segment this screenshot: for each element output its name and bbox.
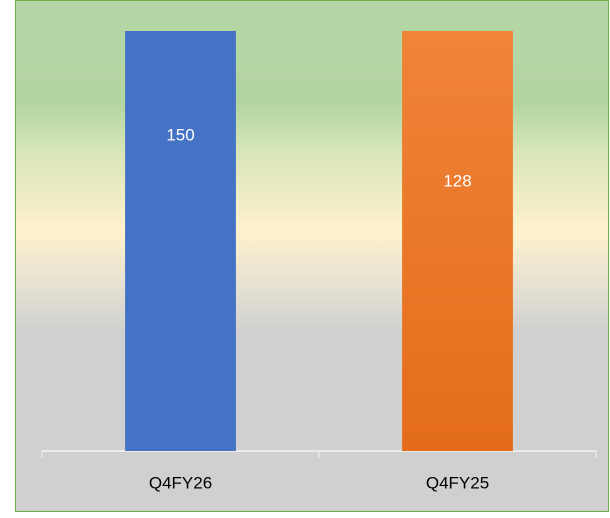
chart-area xyxy=(15,0,609,512)
x-tick-label: Q4FY26 xyxy=(149,473,212,492)
x-tick-label: Q4FY25 xyxy=(426,473,489,492)
bars xyxy=(125,31,513,451)
data-label: 150 xyxy=(166,125,194,144)
bar xyxy=(402,31,513,451)
data-label: 128 xyxy=(443,172,471,191)
bar xyxy=(125,31,236,451)
